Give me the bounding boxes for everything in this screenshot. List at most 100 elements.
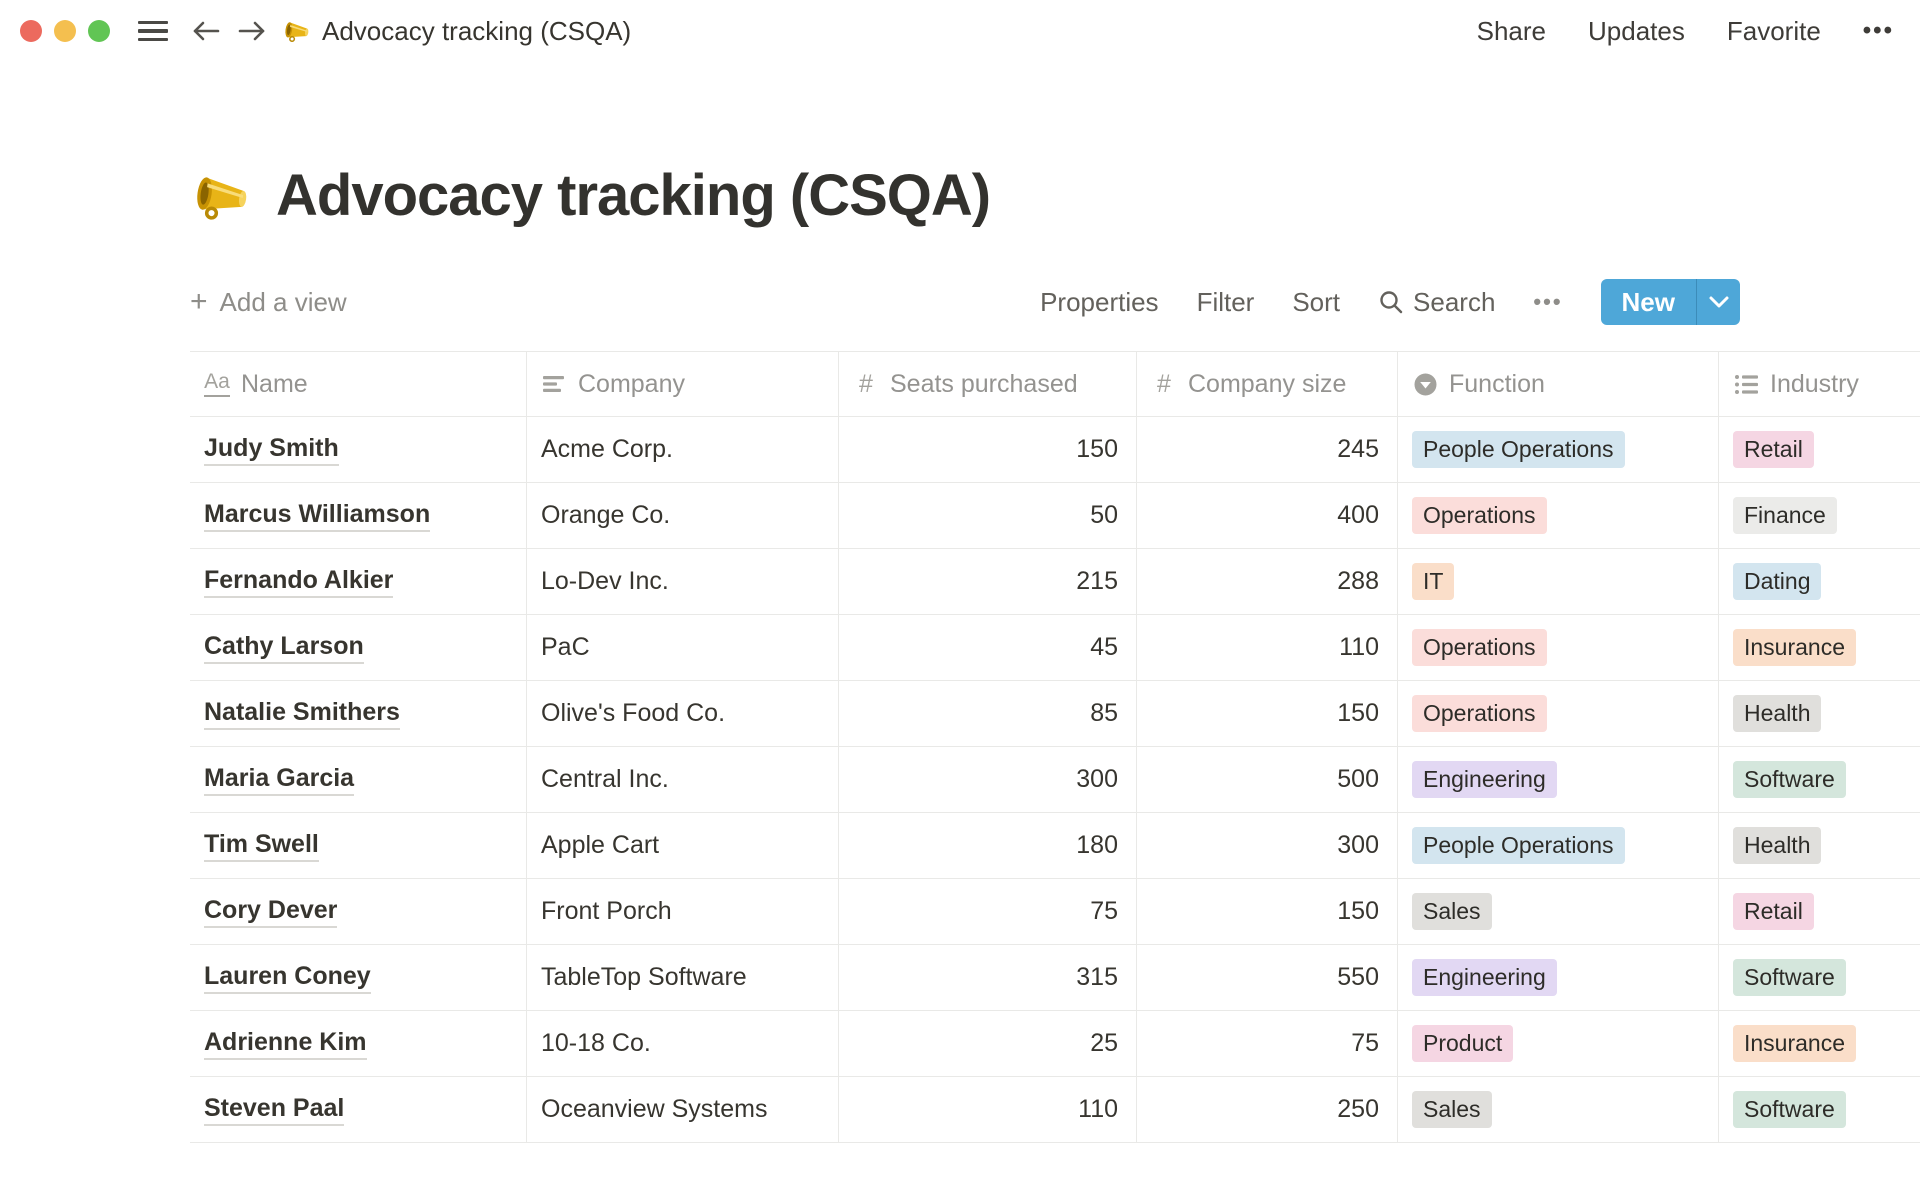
cell-industry[interactable]: Retail <box>1719 417 1920 482</box>
cell-company-size[interactable]: 75 <box>1137 1011 1398 1076</box>
zoom-window-button[interactable] <box>88 20 110 42</box>
add-view-button[interactable]: + Add a view <box>190 287 347 318</box>
cell-function[interactable]: Engineering <box>1398 747 1719 812</box>
toolbar-more-icon[interactable]: ••• <box>1533 289 1563 314</box>
cell-company-size[interactable]: 250 <box>1137 1077 1398 1142</box>
cell-industry[interactable]: Finance <box>1719 483 1920 548</box>
row-page-link[interactable]: Natalie Smithers <box>204 698 400 730</box>
updates-button[interactable]: Updates <box>1588 15 1685 46</box>
row-page-link[interactable]: Adrienne Kim <box>204 1028 367 1060</box>
cell-function[interactable]: Operations <box>1398 483 1719 548</box>
cell-name[interactable]: Natalie Smithers <box>190 681 527 746</box>
row-page-link[interactable]: Tim Swell <box>204 830 319 862</box>
new-dropdown-button[interactable] <box>1696 279 1740 325</box>
cell-function[interactable]: Sales <box>1398 879 1719 944</box>
column-header-seats-purchased[interactable]: # Seats purchased <box>839 352 1137 416</box>
cell-function[interactable]: Product <box>1398 1011 1719 1076</box>
cell-company[interactable]: Olive's Food Co. <box>527 681 839 746</box>
cell-company-size[interactable]: 245 <box>1137 417 1398 482</box>
cell-seats-purchased[interactable]: 215 <box>839 549 1137 614</box>
sidebar-menu-icon[interactable] <box>138 20 168 42</box>
megaphone-icon[interactable] <box>190 164 254 228</box>
cell-seats-purchased[interactable]: 180 <box>839 813 1137 878</box>
cell-name[interactable]: Adrienne Kim <box>190 1011 527 1076</box>
cell-name[interactable]: Judy Smith <box>190 417 527 482</box>
cell-industry[interactable]: Dating <box>1719 549 1920 614</box>
cell-seats-purchased[interactable]: 315 <box>839 945 1137 1010</box>
cell-industry[interactable]: Insurance <box>1719 615 1920 680</box>
cell-industry[interactable]: Retail <box>1719 879 1920 944</box>
cell-company[interactable]: Lo-Dev Inc. <box>527 549 839 614</box>
cell-name[interactable]: Tim Swell <box>190 813 527 878</box>
cell-seats-purchased[interactable]: 85 <box>839 681 1137 746</box>
cell-company-size[interactable]: 110 <box>1137 615 1398 680</box>
cell-function[interactable]: Operations <box>1398 681 1719 746</box>
favorite-button[interactable]: Favorite <box>1726 15 1821 46</box>
cell-company[interactable]: Front Porch <box>527 879 839 944</box>
row-page-link[interactable]: Maria Garcia <box>204 764 355 796</box>
cell-name[interactable]: Marcus Williamson <box>190 483 527 548</box>
cell-name[interactable]: Steven Paal <box>190 1077 527 1142</box>
cell-company[interactable]: 10-18 Co. <box>527 1011 839 1076</box>
cell-industry[interactable]: Software <box>1719 945 1920 1010</box>
column-header-industry[interactable]: Industry <box>1719 352 1920 416</box>
cell-seats-purchased[interactable]: 75 <box>839 879 1137 944</box>
cell-company-size[interactable]: 150 <box>1137 879 1398 944</box>
sort-button[interactable]: Sort <box>1292 286 1341 317</box>
cell-name[interactable]: Maria Garcia <box>190 747 527 812</box>
row-page-link[interactable]: Steven Paal <box>204 1094 345 1126</box>
page-title-text[interactable]: Advocacy tracking (CSQA) <box>276 163 991 228</box>
cell-company[interactable]: TableTop Software <box>527 945 839 1010</box>
cell-function[interactable]: People Operations <box>1398 813 1719 878</box>
cell-industry[interactable]: Software <box>1719 747 1920 812</box>
row-page-link[interactable]: Fernando Alkier <box>204 566 394 598</box>
cell-company[interactable]: Acme Corp. <box>527 417 839 482</box>
row-page-link[interactable]: Lauren Coney <box>204 962 371 994</box>
cell-name[interactable]: Lauren Coney <box>190 945 527 1010</box>
cell-industry[interactable]: Software <box>1719 1077 1920 1142</box>
cell-company[interactable]: Apple Cart <box>527 813 839 878</box>
back-arrow-icon[interactable] <box>190 18 222 44</box>
filter-button[interactable]: Filter <box>1196 286 1255 317</box>
cell-name[interactable]: Cathy Larson <box>190 615 527 680</box>
forward-arrow-icon[interactable] <box>236 18 268 44</box>
cell-company[interactable]: Orange Co. <box>527 483 839 548</box>
cell-company-size[interactable]: 400 <box>1137 483 1398 548</box>
cell-industry[interactable]: Insurance <box>1719 1011 1920 1076</box>
breadcrumb[interactable]: Advocacy tracking (CSQA) <box>282 16 631 47</box>
cell-company[interactable]: PaC <box>527 615 839 680</box>
cell-industry[interactable]: Health <box>1719 681 1920 746</box>
row-page-link[interactable]: Marcus Williamson <box>204 500 431 532</box>
minimize-window-button[interactable] <box>54 20 76 42</box>
cell-company[interactable]: Oceanview Systems <box>527 1077 839 1142</box>
close-window-button[interactable] <box>20 20 42 42</box>
cell-seats-purchased[interactable]: 50 <box>839 483 1137 548</box>
more-options-icon[interactable]: ••• <box>1862 17 1894 44</box>
cell-function[interactable]: IT <box>1398 549 1719 614</box>
column-header-company-size[interactable]: # Company size <box>1137 352 1398 416</box>
search-button[interactable]: Search <box>1378 287 1495 318</box>
cell-seats-purchased[interactable]: 45 <box>839 615 1137 680</box>
cell-function[interactable]: Operations <box>1398 615 1719 680</box>
cell-seats-purchased[interactable]: 25 <box>839 1011 1137 1076</box>
cell-seats-purchased[interactable]: 110 <box>839 1077 1137 1142</box>
cell-company-size[interactable]: 288 <box>1137 549 1398 614</box>
cell-company[interactable]: Central Inc. <box>527 747 839 812</box>
column-header-company[interactable]: Company <box>527 352 839 416</box>
cell-function[interactable]: Engineering <box>1398 945 1719 1010</box>
cell-company-size[interactable]: 550 <box>1137 945 1398 1010</box>
share-button[interactable]: Share <box>1476 15 1547 46</box>
cell-function[interactable]: Sales <box>1398 1077 1719 1142</box>
row-page-link[interactable]: Judy Smith <box>204 434 339 466</box>
cell-name[interactable]: Fernando Alkier <box>190 549 527 614</box>
cell-company-size[interactable]: 300 <box>1137 813 1398 878</box>
cell-company-size[interactable]: 500 <box>1137 747 1398 812</box>
row-page-link[interactable]: Cory Dever <box>204 896 338 928</box>
column-header-function[interactable]: Function <box>1398 352 1719 416</box>
column-header-name[interactable]: Aa Name <box>190 352 527 416</box>
cell-company-size[interactable]: 150 <box>1137 681 1398 746</box>
cell-function[interactable]: People Operations <box>1398 417 1719 482</box>
cell-industry[interactable]: Health <box>1719 813 1920 878</box>
cell-seats-purchased[interactable]: 150 <box>839 417 1137 482</box>
row-page-link[interactable]: Cathy Larson <box>204 632 364 664</box>
